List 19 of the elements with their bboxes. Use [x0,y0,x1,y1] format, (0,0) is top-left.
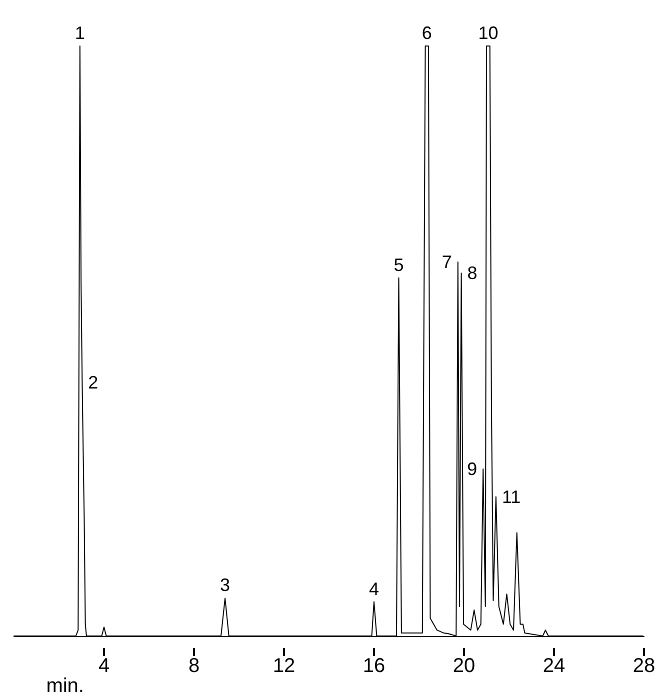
x-tick-label: 24 [542,655,566,677]
annotation: 8 [467,263,478,284]
x-tick-label: 4 [98,655,110,677]
annotation: 1 [74,23,85,43]
x-tick-label: 12 [272,655,296,677]
annotation: 10 [478,23,498,43]
annotation: 7 [442,252,452,272]
annotation: 2 [88,372,98,392]
x-tick-label: 28 [632,655,656,677]
annotation: 6 [422,23,432,43]
annotation: 3 [220,575,230,596]
annotation: 4 [368,578,380,599]
annotation: 5 [394,254,404,275]
x-tick-label: 20 [452,655,476,677]
annotation: 11 [502,486,521,507]
annotation: 9 [467,459,478,480]
x-tick-label: 16 [362,655,386,677]
x-tick-label: 8 [188,655,200,677]
x-axis-title: min. [46,675,84,696]
